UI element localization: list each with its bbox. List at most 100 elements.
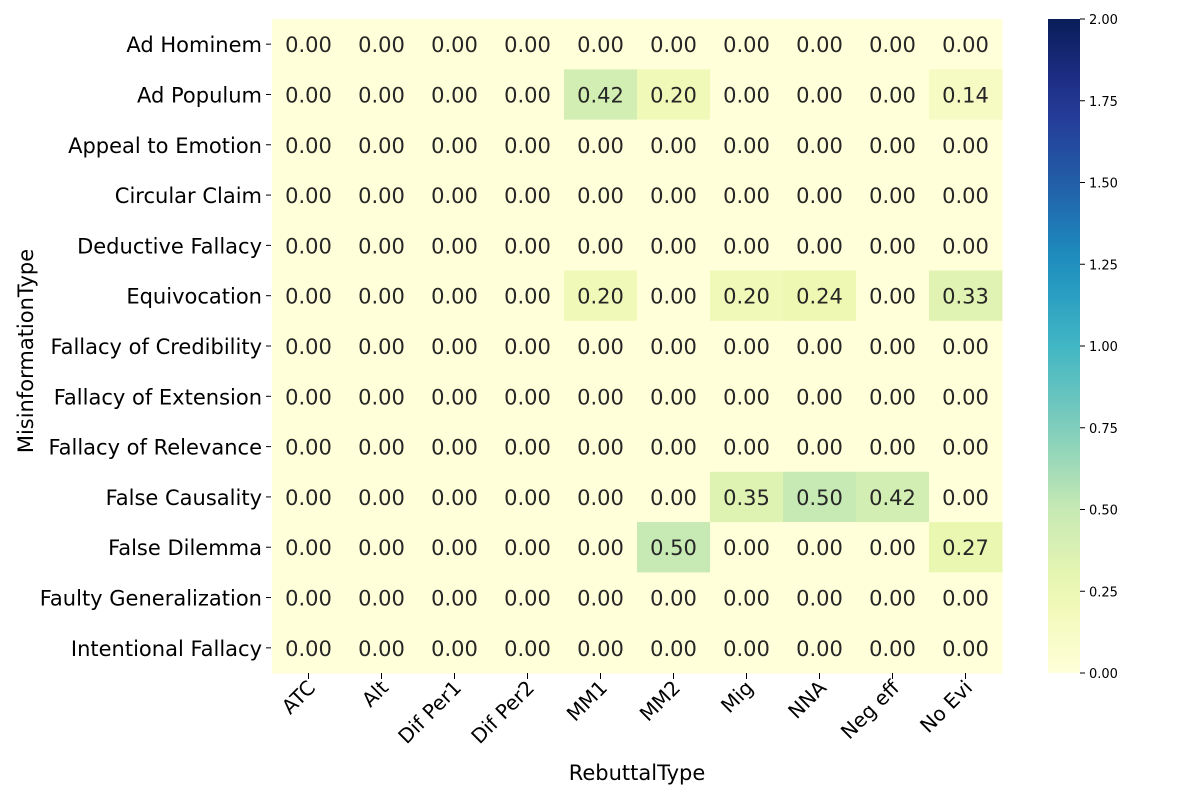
cell-value-label: 0.00 xyxy=(431,33,478,57)
cell-value-label: 0.42 xyxy=(869,486,916,510)
x-tick-label: No Evi xyxy=(915,676,977,738)
cell-value-label: 0.00 xyxy=(869,285,916,309)
cell-value-label: 0.00 xyxy=(650,335,697,359)
heatmap-cell xyxy=(637,119,711,171)
heatmap-cell xyxy=(783,169,857,221)
heatmap-cell xyxy=(929,421,1003,473)
cell-value-label: 0.00 xyxy=(577,234,624,258)
heatmap-cell xyxy=(345,371,419,422)
heatmap-cell xyxy=(637,421,711,473)
cell-value-label: 0.00 xyxy=(285,436,332,460)
cell-value-label: 0.20 xyxy=(723,285,770,309)
heatmap-cell xyxy=(564,572,638,624)
cell-value-label: 0.00 xyxy=(358,436,405,460)
cell-value-label: 0.00 xyxy=(577,134,624,158)
heatmap-cell xyxy=(345,169,419,221)
heatmap-cell xyxy=(637,522,711,573)
cell-value-label: 0.00 xyxy=(431,587,478,611)
heatmap-cell xyxy=(272,572,346,624)
x-tick-label: NNA xyxy=(783,675,831,723)
heatmap-cell xyxy=(345,320,419,372)
x-tick-label: Dif Per1 xyxy=(393,676,466,749)
heatmap-cell xyxy=(710,270,784,322)
heatmap-cell xyxy=(856,320,930,372)
cell-value-label: 0.00 xyxy=(358,33,405,57)
cell-value-label: 0.00 xyxy=(358,184,405,208)
cell-value-label: 0.00 xyxy=(650,436,697,460)
cell-value-label: 0.00 xyxy=(504,134,551,158)
heatmap-cell xyxy=(637,69,711,121)
heatmap-cell xyxy=(783,421,857,473)
heatmap-cell xyxy=(929,169,1003,221)
heatmap-cell xyxy=(418,19,492,70)
cell-value-label: 0.50 xyxy=(796,486,843,510)
heatmap-cell xyxy=(783,371,857,422)
cell-value-label: 0.00 xyxy=(869,33,916,57)
heatmap-cell xyxy=(783,69,857,121)
cell-value-label: 0.00 xyxy=(431,184,478,208)
heatmap-cell xyxy=(929,69,1003,121)
y-tick-label: Faulty Generalization xyxy=(40,587,262,611)
heatmap-cell xyxy=(491,371,565,422)
cell-value-label: 0.00 xyxy=(504,436,551,460)
heatmap-cell xyxy=(491,270,565,322)
heatmap-cell xyxy=(418,69,492,121)
heatmap-cell xyxy=(929,471,1003,523)
cell-value-label: 0.00 xyxy=(431,83,478,107)
heatmap-cell xyxy=(856,572,930,624)
colorbar-tick-label: 1.25 xyxy=(1089,258,1118,273)
heatmap-cell xyxy=(856,69,930,121)
heatmap-cell xyxy=(272,119,346,171)
y-tick-label: False Dilemma xyxy=(108,536,262,560)
cell-value-label: 0.14 xyxy=(942,83,989,107)
heatmap-cell xyxy=(272,622,346,674)
heatmap-cell xyxy=(710,522,784,573)
cell-value-label: 0.00 xyxy=(942,33,989,57)
heatmap-cell xyxy=(783,471,857,523)
heatmap-cell xyxy=(345,522,419,573)
y-tick-label: Fallacy of Credibility xyxy=(50,335,262,359)
x-tick-label: Dif Per2 xyxy=(466,676,539,749)
heatmap-cell xyxy=(783,622,857,674)
colorbar-tick-label: 1.00 xyxy=(1089,340,1118,355)
heatmap-cell xyxy=(272,421,346,473)
cell-value-label: 0.00 xyxy=(796,134,843,158)
cell-value-label: 0.00 xyxy=(358,637,405,661)
heatmap-cell xyxy=(345,622,419,674)
cell-value-label: 0.00 xyxy=(650,33,697,57)
colorbar-tick-label: 0.25 xyxy=(1089,585,1118,600)
heatmap-cell xyxy=(856,19,930,70)
heatmap-cell xyxy=(272,270,346,322)
heatmap-cell xyxy=(929,19,1003,70)
heatmap-cell xyxy=(491,522,565,573)
cell-value-label: 0.00 xyxy=(942,436,989,460)
y-tick-label: Fallacy of Relevance xyxy=(48,436,262,460)
heatmap-cell xyxy=(491,622,565,674)
heatmap-cell xyxy=(418,572,492,624)
cell-value-label: 0.00 xyxy=(942,234,989,258)
heatmap-cell xyxy=(856,119,930,171)
cell-value-label: 0.00 xyxy=(358,285,405,309)
cell-value-label: 0.00 xyxy=(723,83,770,107)
heatmap-cell xyxy=(491,421,565,473)
cell-value-label: 0.00 xyxy=(796,536,843,560)
heatmap-cell xyxy=(272,371,346,422)
heatmap-cell xyxy=(564,622,638,674)
heatmap-cell xyxy=(272,69,346,121)
colorbar-tick-label: 0.50 xyxy=(1089,504,1118,519)
heatmap-cell xyxy=(418,471,492,523)
y-tick-label: Circular Claim xyxy=(115,184,262,208)
cell-value-label: 0.00 xyxy=(504,486,551,510)
y-tick-label: Fallacy of Extension xyxy=(54,385,262,409)
cell-value-label: 0.00 xyxy=(577,536,624,560)
cell-value-label: 0.00 xyxy=(869,184,916,208)
cell-value-label: 0.00 xyxy=(358,134,405,158)
cell-value-label: 0.00 xyxy=(431,285,478,309)
cell-value-label: 0.00 xyxy=(431,436,478,460)
heatmap-cell xyxy=(710,69,784,121)
cell-value-label: 0.00 xyxy=(431,385,478,409)
cell-value-label: 0.00 xyxy=(723,134,770,158)
cell-value-label: 0.00 xyxy=(869,587,916,611)
heatmap-cell xyxy=(491,572,565,624)
